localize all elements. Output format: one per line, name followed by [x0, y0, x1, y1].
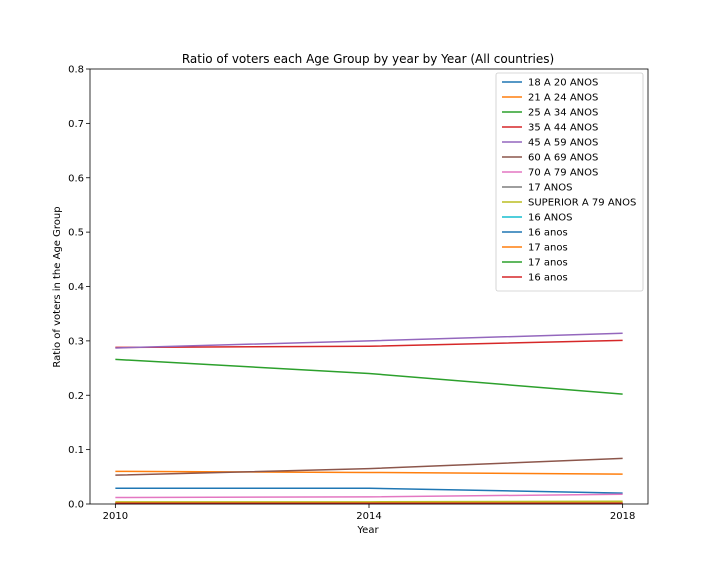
y-tick-label: 0.6 [68, 173, 84, 184]
legend-label: 16 anos [528, 273, 568, 284]
legend-label: 35 A 44 ANOS [528, 123, 598, 134]
y-tick-label: 0.8 [68, 65, 84, 76]
y-tick-label: 0.1 [68, 445, 84, 456]
series-line [115, 487, 623, 494]
series-line [115, 457, 623, 476]
legend-label: 25 A 34 ANOS [528, 108, 598, 119]
plot-area: 0.0 0.1 0.2 0.3 0.4 0.5 0.6 0.7 0.8 2010 2014 2018 [68, 65, 649, 522]
legend-label: 70 A 79 ANOS [528, 168, 598, 179]
y-tick-label: 0.0 [68, 500, 84, 511]
y-tick-label: 0.2 [68, 391, 84, 402]
series-line [115, 493, 623, 499]
series-line [115, 332, 623, 349]
x-tick-label: 2018 [610, 511, 635, 522]
legend-label: 17 anos [528, 258, 568, 269]
series-line [115, 500, 623, 503]
x-tick-label: 2010 [103, 511, 128, 522]
series-line [115, 339, 623, 349]
legend-label: 60 A 69 ANOS [528, 153, 598, 164]
chart-title: Ratio of voters each Age Group by year b… [182, 52, 554, 66]
y-tick-label: 0.4 [68, 282, 84, 293]
y-axis-label: Ratio of voters in the Age Group [52, 206, 63, 367]
x-tick-label: 2014 [356, 511, 381, 522]
x-axis-label: Year [356, 525, 379, 536]
legend-label: 45 A 59 ANOS [528, 138, 598, 149]
legend-label: 17 anos [528, 243, 568, 254]
y-tick-label: 0.7 [68, 119, 84, 130]
legend-label: 17 ANOS [528, 183, 572, 194]
legend-label: SUPERIOR A 79 ANOS [528, 198, 636, 209]
legend-label: 18 A 20 ANOS [528, 78, 598, 89]
y-tick-label: 0.3 [68, 336, 84, 347]
series-line [115, 358, 623, 395]
series-line [115, 470, 623, 475]
legend-label: 21 A 24 ANOS [528, 93, 598, 104]
legend: 18 A 20 ANOS 21 A 24 ANOS 25 A 34 ANOS 35 A… [495, 72, 644, 292]
legend-label: 16 anos [528, 228, 568, 239]
legend-label: 16 ANOS [528, 213, 572, 224]
y-tick-label: 0.5 [68, 228, 84, 239]
legend-box [495, 72, 644, 292]
